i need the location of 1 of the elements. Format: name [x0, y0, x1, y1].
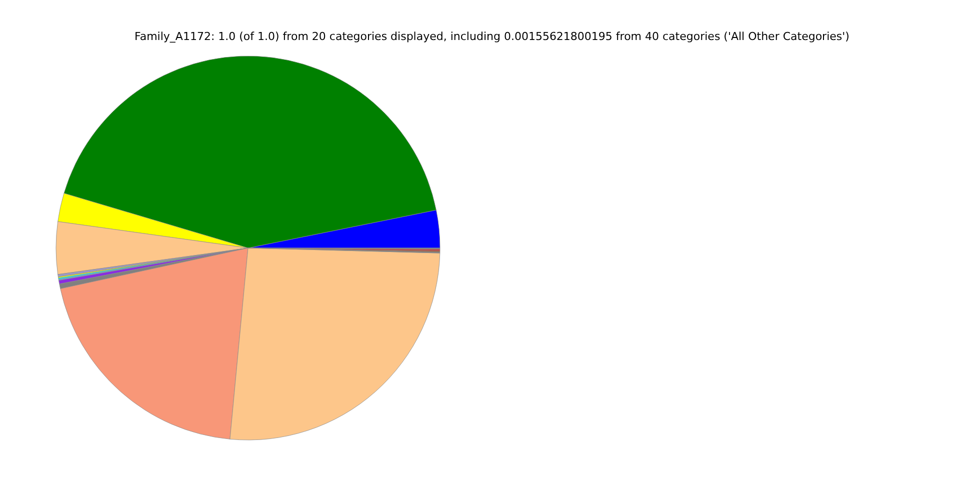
text: Family_A1172: 1.0 (of 1.0) from 20 categories displayed, including 0.00155621800195 from 40 categories ('All Other Categories'): [134, 30, 850, 43]
